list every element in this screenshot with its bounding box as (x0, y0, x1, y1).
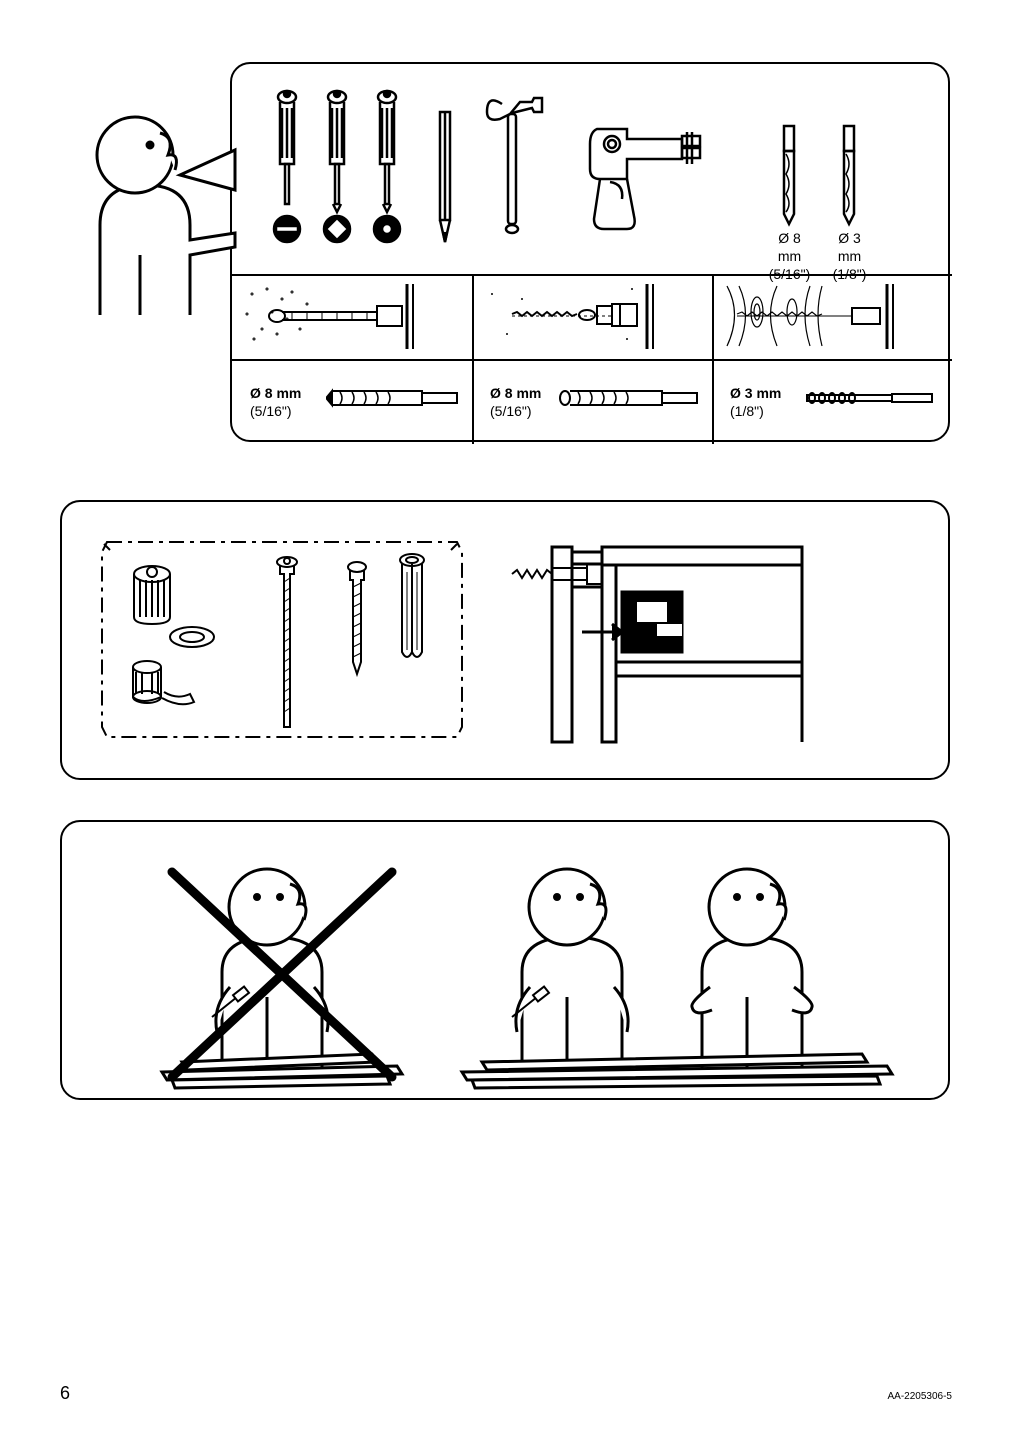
wall-materials-row (232, 274, 952, 359)
brick-bit-label: Ø 8 mm (5/16") (490, 384, 541, 420)
drill-bits-row (232, 359, 952, 444)
person-pointing-icon (40, 75, 270, 355)
wood-bit-label: Ø 3 mm (1/8") (730, 384, 781, 420)
hardware-panel (60, 500, 950, 780)
concrete-bit-label: Ø 8 mm (5/16") (250, 384, 301, 420)
tools-panel: Ø 8 mm (5/16") Ø 3 mm (1/8") (230, 62, 950, 442)
assembly-people-panel (60, 820, 950, 1100)
instruction-page: Ø 8 mm (5/16") Ø 3 mm (1/8") (0, 0, 1012, 1432)
two-person-diagram (62, 822, 952, 1102)
hardware-diagram (62, 502, 952, 782)
document-id: AA-2205306-5 (888, 1391, 953, 1402)
page-number: 6 (60, 1383, 70, 1404)
